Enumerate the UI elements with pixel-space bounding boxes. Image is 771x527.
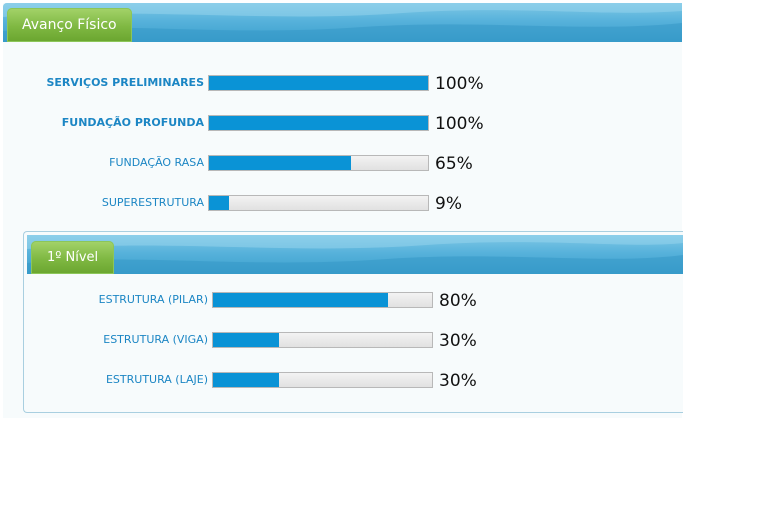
progress-label: ESTRUTURA (VIGA) xyxy=(103,333,208,346)
tab-1-nivel[interactable]: 1º Nível xyxy=(31,241,115,274)
panel-header: Avanço Físico xyxy=(3,3,682,42)
progress-percent: 100% xyxy=(435,114,484,134)
progress-percent: 9% xyxy=(435,194,462,214)
tab-avanco-fisico[interactable]: Avanço Físico xyxy=(7,8,132,42)
progress-bar-fill xyxy=(209,156,352,170)
progress-percent: 65% xyxy=(435,154,473,174)
progress-bar-fill xyxy=(209,196,229,210)
progress-row-superestrutura: SUPERESTRUTURA 9% xyxy=(3,193,682,214)
progress-bar xyxy=(212,292,433,308)
progress-bar-fill xyxy=(213,373,279,387)
progress-percent: 30% xyxy=(439,371,477,391)
progress-row-fundacao-profunda: FUNDAÇÃO PROFUNDA 100% xyxy=(3,113,682,134)
progress-label: SERVIÇOS PRELIMINARES xyxy=(46,76,204,89)
header-wave-decoration xyxy=(3,3,682,42)
progress-label: ESTRUTURA (LAJE) xyxy=(105,373,208,386)
subpanel-header: 1º Nível xyxy=(27,235,683,274)
progress-row-estrutura-viga: ESTRUTURA (VIGA) 30% xyxy=(24,330,683,351)
progress-bar xyxy=(208,115,429,131)
progress-percent: 80% xyxy=(439,291,477,311)
progress-bar xyxy=(208,75,429,91)
progress-bar-fill xyxy=(209,116,428,130)
progress-label: ESTRUTURA (PILAR) xyxy=(98,293,208,306)
progress-row-servicos-preliminares: SERVIÇOS PRELIMINARES 100% xyxy=(3,73,682,94)
subheader-wave-decoration xyxy=(27,235,683,274)
progress-bar-fill xyxy=(213,293,389,307)
progress-row-estrutura-pilar: ESTRUTURA (PILAR) 80% xyxy=(24,290,683,311)
progress-bar-fill xyxy=(213,333,279,347)
progress-label: FUNDAÇÃO PROFUNDA xyxy=(61,116,204,129)
progress-bar xyxy=(212,332,433,348)
progress-bar xyxy=(212,372,433,388)
progress-percent: 100% xyxy=(435,74,484,94)
progress-label: SUPERESTRUTURA xyxy=(101,196,204,209)
progress-bar xyxy=(208,155,429,171)
progress-row-fundacao-rasa: FUNDAÇÃO RASA 65% xyxy=(3,153,682,174)
progress-row-estrutura-laje: ESTRUTURA (LAJE) 30% xyxy=(24,370,683,391)
progress-label: FUNDAÇÃO RASA xyxy=(109,156,204,169)
progress-percent: 30% xyxy=(439,331,477,351)
progress-bar-fill xyxy=(209,76,428,90)
progress-bar xyxy=(208,195,429,211)
nivel-subpanel: 1º Nível ESTRUTURA (PILAR) 80% ESTRUTURA… xyxy=(23,231,683,413)
